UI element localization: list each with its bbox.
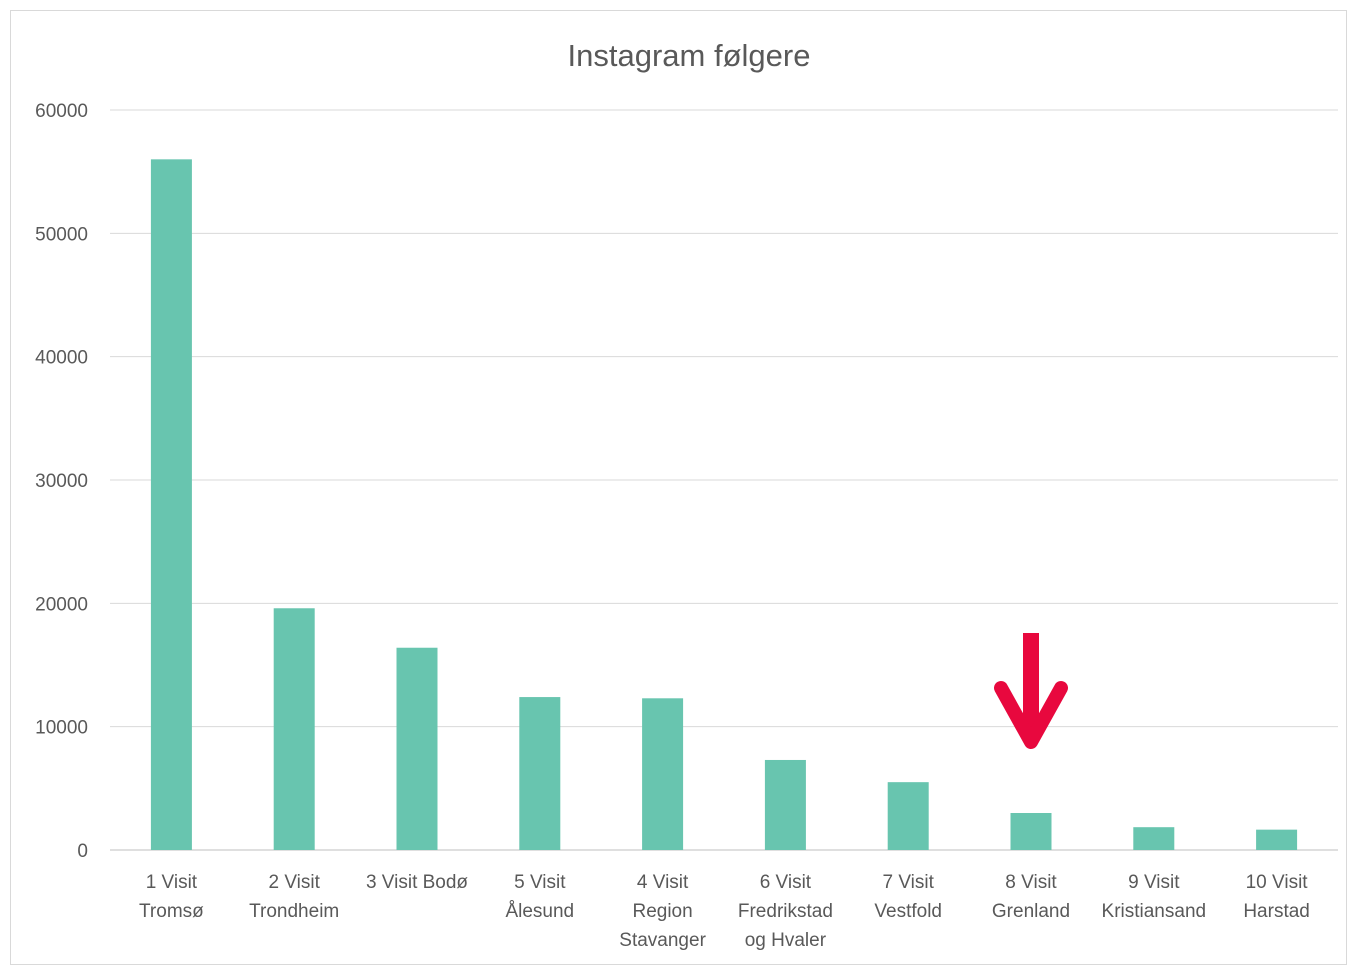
y-tick-label: 60000 <box>35 101 88 122</box>
x-axis-labels: 1 Visit Tromsø 2 Visit Trondheim 3 Visit Bod… <box>139 872 1310 951</box>
x-category-label-line: 4 Visit <box>637 872 689 893</box>
x-category-label-line: Tromsø <box>139 901 204 922</box>
x-category-label-line: Trondheim <box>249 901 339 922</box>
x-category-label: 7 Visit Vestfold <box>874 872 942 922</box>
x-category-label: 9 Visit Kristiansand <box>1102 872 1207 922</box>
y-tick-label: 30000 <box>35 471 88 492</box>
x-category-label-line: 8 Visit <box>1005 872 1057 893</box>
bar <box>396 647 438 850</box>
x-category-label-line: Vestfold <box>874 901 942 922</box>
arrow-shaft <box>1023 633 1039 738</box>
x-category-label-line: og Hvaler <box>745 930 827 951</box>
x-category-label-line: Fredrikstad <box>738 901 833 922</box>
bar <box>1010 813 1052 850</box>
bar <box>887 782 929 850</box>
x-category-label-line: Grenland <box>992 901 1070 922</box>
x-category-label-line: 7 Visit <box>882 872 934 893</box>
bar <box>1133 827 1175 850</box>
y-tick-label: 20000 <box>35 594 88 615</box>
x-category-label-line: 9 Visit <box>1128 872 1180 893</box>
x-category-label-line: Harstad <box>1243 901 1310 922</box>
x-category-label-line: Ålesund <box>505 901 574 922</box>
arrow-head-icon <box>994 681 1068 749</box>
x-category-label-line: 2 Visit <box>268 872 320 893</box>
x-category-label-line: 10 Visit <box>1246 872 1309 893</box>
y-tick-label: 50000 <box>35 224 88 245</box>
bars <box>150 159 1298 851</box>
bar <box>764 759 806 850</box>
x-category-label-line: 5 Visit <box>514 872 566 893</box>
y-tick-label: 40000 <box>35 348 88 369</box>
x-category-label-line: Stavanger <box>619 930 706 951</box>
bar <box>1256 829 1298 850</box>
x-category-label-line: 1 Visit <box>146 872 198 893</box>
bar <box>273 608 315 850</box>
x-category-label: 6 Visit Fredrikstad og Hvaler <box>738 872 833 951</box>
y-tick-label: 10000 <box>35 718 88 739</box>
bar <box>150 159 192 851</box>
y-tick-label: 0 <box>77 841 88 862</box>
x-category-label: 5 Visit Ålesund <box>505 872 574 922</box>
chart-frame <box>10 10 1347 965</box>
x-category-label-line: Kristiansand <box>1102 901 1207 922</box>
x-category-label-line: Region <box>632 901 692 922</box>
bar <box>642 698 684 850</box>
x-category-label: 4 Visit Region Stavanger <box>619 872 706 951</box>
annotations <box>994 633 1068 749</box>
x-category-label-line: 3 Visit Bodø <box>366 872 468 893</box>
bar <box>519 697 561 850</box>
x-category-label: 3 Visit Bodø <box>366 872 468 893</box>
chart-title: Instagram følgere <box>568 38 811 73</box>
x-category-label: 2 Visit Trondheim <box>249 872 339 922</box>
x-category-label: 1 Visit Tromsø <box>139 872 204 922</box>
y-axis-ticks: 0 10000 20000 30000 40000 50000 60000 <box>35 101 88 862</box>
x-category-label: 10 Visit Harstad <box>1243 872 1310 922</box>
x-category-label: 8 Visit Grenland <box>992 872 1070 922</box>
x-category-label-line: 6 Visit <box>760 872 812 893</box>
